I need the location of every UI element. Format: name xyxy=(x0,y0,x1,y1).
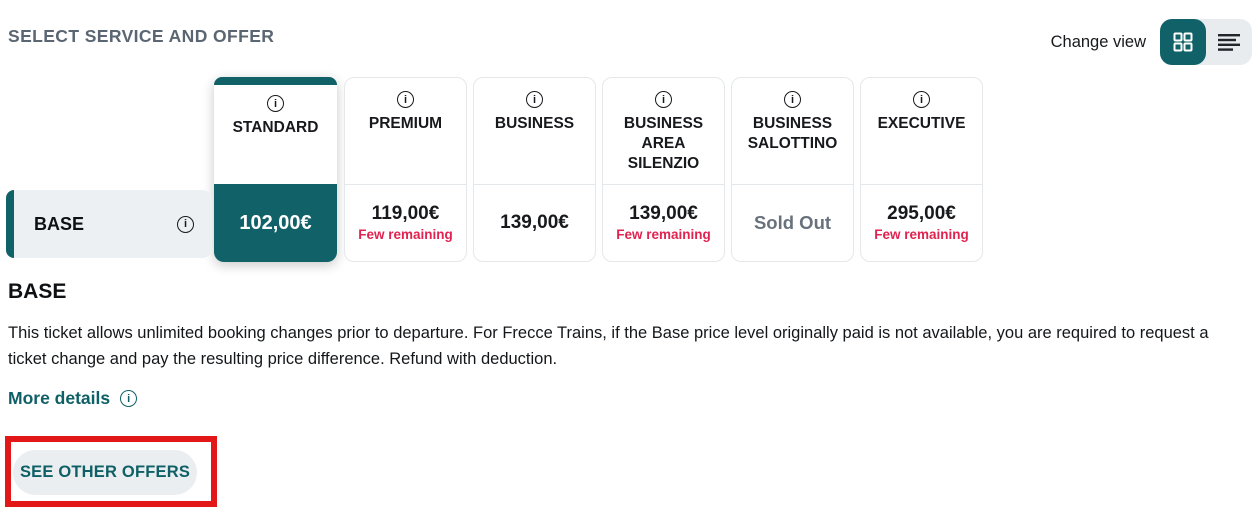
offer-details-heading: BASE xyxy=(8,280,67,303)
price-cell-premium[interactable]: 119,00€ Few remaining xyxy=(345,185,466,261)
service-column-business-area-silenzio: i BUSINESS AREA SILENZIO 139,00€ Few rem… xyxy=(602,77,725,262)
info-icon[interactable]: i xyxy=(120,390,138,407)
service-name: STANDARD xyxy=(232,119,319,136)
view-toggle xyxy=(1160,19,1252,65)
info-icon[interactable]: i xyxy=(784,91,801,108)
more-details-label: More details xyxy=(8,388,111,408)
list-view-icon xyxy=(1218,33,1240,51)
availability-note: Few remaining xyxy=(874,226,969,242)
service-column-executive: i EXECUTIVE 295,00€ Few remaining xyxy=(860,77,983,262)
selected-service-indicator xyxy=(214,77,337,85)
grid-view-icon xyxy=(1173,32,1193,52)
price: 102,00€ xyxy=(239,211,312,234)
service-name: BUSINESS SALOTTINO xyxy=(747,115,838,152)
service-column-business: i BUSINESS 139,00€ xyxy=(473,77,596,262)
info-icon[interactable]: i xyxy=(397,91,414,108)
change-view-control: Change view xyxy=(1051,19,1252,65)
service-header-business-area-silenzio[interactable]: i BUSINESS AREA SILENZIO xyxy=(603,78,724,185)
service-name: PREMIUM xyxy=(368,115,443,132)
info-icon[interactable]: i xyxy=(655,91,672,108)
offer-description: This ticket allows unlimited booking cha… xyxy=(8,324,1209,368)
price-cell-business-area-silenzio[interactable]: 139,00€ Few remaining xyxy=(603,185,724,261)
service-header-business[interactable]: i BUSINESS xyxy=(474,78,595,185)
annotation-highlight-box xyxy=(5,436,217,507)
info-icon[interactable]: i xyxy=(526,91,543,108)
page-title: SELECT SERVICE AND OFFER xyxy=(8,26,275,46)
price-cell-business-salottino: Sold Out xyxy=(732,185,853,261)
service-name: BUSINESS xyxy=(494,115,575,132)
service-column-premium: i PREMIUM 119,00€ Few remaining xyxy=(344,77,467,262)
service-name: BUSINESS AREA SILENZIO xyxy=(623,115,704,172)
offer-row-base: BASE i xyxy=(6,190,212,258)
info-icon[interactable]: i xyxy=(913,91,930,108)
availability-note: Few remaining xyxy=(616,226,711,242)
service-header-business-salottino[interactable]: i BUSINESS SALOTTINO xyxy=(732,78,853,185)
price-cell-standard[interactable]: 102,00€ xyxy=(214,184,337,262)
service-header-premium[interactable]: i PREMIUM xyxy=(345,78,466,185)
service-name: EXECUTIVE xyxy=(877,115,966,132)
service-column-standard: i STANDARD 102,00€ xyxy=(214,77,337,262)
price: 139,00€ xyxy=(629,202,698,224)
service-column-business-salottino: i BUSINESS SALOTTINO Sold Out xyxy=(731,77,854,262)
service-header-executive[interactable]: i EXECUTIVE xyxy=(861,78,982,185)
info-icon[interactable]: i xyxy=(267,95,284,112)
price: 119,00€ xyxy=(371,202,440,224)
service-header-standard[interactable]: i STANDARD xyxy=(214,77,337,184)
see-other-offers-button[interactable]: SEE OTHER OFFERS xyxy=(13,450,197,495)
info-icon[interactable]: i xyxy=(177,215,194,233)
sold-out-label: Sold Out xyxy=(753,212,832,233)
offer-name: BASE xyxy=(34,213,85,234)
price-cell-executive[interactable]: 295,00€ Few remaining xyxy=(861,185,982,261)
more-details-link[interactable]: More details i xyxy=(8,388,138,409)
list-view-button[interactable] xyxy=(1206,19,1252,65)
price-cell-business[interactable]: 139,00€ xyxy=(474,185,595,261)
grid-view-button[interactable] xyxy=(1160,19,1206,65)
availability-note: Few remaining xyxy=(358,226,453,242)
price: 295,00€ xyxy=(887,202,956,224)
price: 139,00€ xyxy=(500,212,569,233)
change-view-label: Change view xyxy=(1050,32,1146,51)
